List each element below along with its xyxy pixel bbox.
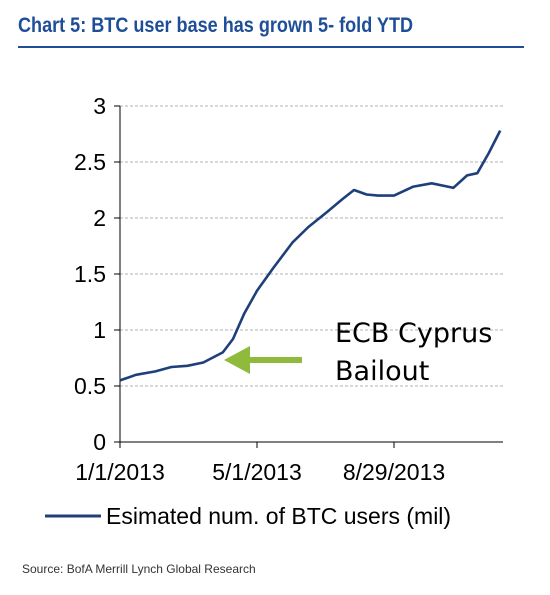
annotation-arrow — [224, 346, 302, 374]
y-tick-label: 0.5 — [74, 373, 106, 399]
series-line — [119, 130, 502, 382]
x-tick-label: 8/29/2013 — [343, 459, 445, 485]
legend: Esimated num. of BTC users (mil) — [45, 503, 451, 529]
annotation-text-line1: ECB Cyprus — [335, 318, 492, 349]
y-axis-ticks: 0 0.5 1 1.5 2 2.5 3 — [74, 93, 106, 455]
y-tick-label: 2.5 — [74, 149, 106, 175]
source-note: Source: BofA Merrill Lynch Global Resear… — [22, 562, 256, 576]
arrow-head — [224, 346, 250, 374]
gridlines — [120, 105, 503, 387]
y-tick-label: 2 — [93, 205, 106, 231]
chart-title: Chart 5: BTC user base has grown 5- fold… — [18, 14, 414, 37]
x-axis-ticks: 1/1/2013 5/1/2013 8/29/2013 — [75, 459, 445, 485]
legend-label: Esimated num. of BTC users (mil) — [106, 503, 451, 529]
annotation-text-line2: Bailout — [335, 356, 429, 387]
axes — [114, 105, 503, 448]
y-tick-label: 1.5 — [74, 261, 106, 287]
x-tick-label: 5/1/2013 — [212, 459, 302, 485]
y-tick-label: 0 — [93, 429, 106, 455]
x-tick-label: 1/1/2013 — [75, 459, 165, 485]
y-tick-label: 3 — [93, 93, 106, 119]
title-underline — [18, 46, 524, 48]
y-tick-label: 1 — [93, 317, 106, 343]
